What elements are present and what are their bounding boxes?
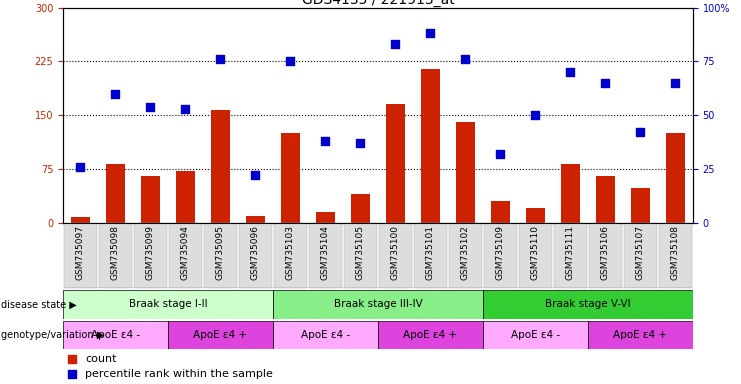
Text: GSM735098: GSM735098 [111,225,120,280]
Text: GSM735103: GSM735103 [286,225,295,280]
Bar [483,290,693,319]
Bar [665,133,685,223]
Bar [106,164,125,223]
Bar [71,217,90,223]
Text: ApoE ε4 +: ApoE ε4 + [614,330,668,340]
Text: GSM735106: GSM735106 [601,225,610,280]
Bar [378,321,483,349]
Text: ApoE ε4 -: ApoE ε4 - [511,330,560,340]
Bar [519,223,552,288]
Point [179,106,191,112]
Bar [491,201,510,223]
Bar [141,176,160,223]
Bar [350,194,370,223]
Bar [659,223,692,288]
Bar [526,209,545,223]
Bar [456,122,475,223]
Point [75,164,87,170]
Bar [168,321,273,349]
Text: GSM735096: GSM735096 [251,225,260,280]
Bar [99,223,132,288]
Text: ApoE ε4 -: ApoE ε4 - [91,330,140,340]
Text: GSM735100: GSM735100 [391,225,400,280]
Bar [631,188,650,223]
Text: genotype/variation ▶: genotype/variation ▶ [1,330,104,340]
Text: percentile rank within the sample: percentile rank within the sample [85,369,273,379]
Text: GSM735099: GSM735099 [146,225,155,280]
Point [144,104,156,110]
Point [599,80,611,86]
Bar [624,223,657,288]
Bar [449,223,482,288]
Point [354,140,366,146]
Text: count: count [85,354,116,364]
Bar [273,321,378,349]
Point [250,172,262,179]
Bar [246,215,265,223]
Text: GSM735104: GSM735104 [321,225,330,280]
Text: disease state ▶: disease state ▶ [1,299,76,310]
Bar [274,223,307,288]
Bar [589,223,622,288]
Bar [484,223,517,288]
Text: GSM735108: GSM735108 [671,225,679,280]
Point [529,112,541,118]
Bar [309,223,342,288]
Text: GSM735109: GSM735109 [496,225,505,280]
Point [67,356,79,362]
Text: GSM735102: GSM735102 [461,225,470,280]
Point [494,151,506,157]
Bar [63,290,273,319]
Text: GSM735110: GSM735110 [531,225,540,280]
Bar [204,223,237,288]
Point [634,129,646,136]
Point [319,138,331,144]
Bar [596,176,615,223]
Text: ApoE ε4 -: ApoE ε4 - [301,330,350,340]
Text: Braak stage III-IV: Braak stage III-IV [333,299,422,310]
Bar [588,321,693,349]
Text: Braak stage I-II: Braak stage I-II [129,299,207,310]
Text: GSM735101: GSM735101 [426,225,435,280]
Bar [281,133,300,223]
Point [285,58,296,65]
Point [390,41,402,47]
Point [110,91,122,97]
Bar [344,223,377,288]
Title: GDS4135 / 221913_at: GDS4135 / 221913_at [302,0,454,7]
Text: GSM735097: GSM735097 [76,225,85,280]
Text: GSM735095: GSM735095 [216,225,225,280]
Bar [554,223,587,288]
Bar [211,110,230,223]
Bar [379,223,412,288]
Bar [561,164,580,223]
Bar [239,223,272,288]
Text: GSM735094: GSM735094 [181,225,190,280]
Bar [64,223,97,288]
Point [459,56,471,62]
Point [215,56,227,62]
Point [67,371,79,377]
Text: Braak stage V-VI: Braak stage V-VI [545,299,631,310]
Bar [386,104,405,223]
Text: GSM735105: GSM735105 [356,225,365,280]
Bar [483,321,588,349]
Bar [413,223,447,288]
Bar [273,290,483,319]
Text: GSM735111: GSM735111 [566,225,575,280]
Bar [421,69,440,223]
Point [565,69,576,75]
Bar [134,223,167,288]
Bar [63,321,168,349]
Bar [316,212,335,223]
Bar [176,171,195,223]
Point [425,30,436,36]
Bar [169,223,202,288]
Text: GSM735107: GSM735107 [636,225,645,280]
Point [669,80,681,86]
Text: ApoE ε4 +: ApoE ε4 + [193,330,247,340]
Text: ApoE ε4 +: ApoE ε4 + [403,330,457,340]
